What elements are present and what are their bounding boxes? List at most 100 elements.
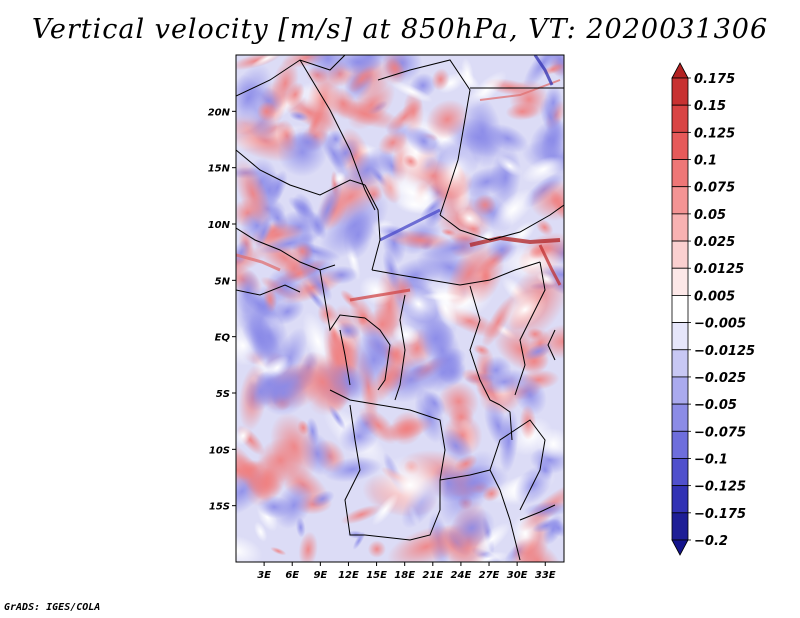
x-tick-label: 15E (366, 570, 387, 581)
colorbar-swatch (671, 430, 689, 459)
field-patch (335, 321, 361, 340)
y-tick-label: 15N (208, 164, 231, 175)
field-patch (343, 55, 395, 76)
field-patch (492, 188, 535, 231)
field-patch (258, 232, 320, 255)
grads-credit: GrADS: IGES/COLA (4, 602, 101, 613)
field-patch (519, 404, 537, 440)
colorbar-label: 0.05 (694, 208, 726, 223)
colorbar-label: −0.2 (694, 534, 728, 549)
field-patch (290, 131, 325, 153)
field-patch (420, 235, 490, 261)
colorbar: 0.175 0.15 0.125 0.1 0.075 0.05 0.025 0.0125 0.0… (671, 62, 755, 556)
colorbar-label: −0.075 (694, 425, 746, 440)
field-patch (340, 504, 382, 525)
colorbar-swatch (671, 512, 689, 541)
field-patch (236, 158, 272, 229)
colorbar-label: −0.175 (694, 507, 746, 522)
field-streak (533, 55, 554, 86)
x-tick-label: 9E (313, 570, 327, 581)
field-patch (482, 485, 501, 502)
field-patch (435, 143, 477, 198)
field-patch (251, 55, 284, 68)
country-borders (236, 55, 564, 561)
field-streak (469, 235, 561, 247)
field-patch (352, 531, 366, 550)
field-patch (536, 272, 557, 286)
field-patch (298, 531, 318, 562)
field-patch (310, 490, 335, 508)
vertical-velocity-map: 3E 6E 9E 12E 15E 18E 21E 24E 27E 30E 33E 20N 15N 10N… (208, 54, 565, 581)
field-patch (306, 269, 333, 302)
y-tick-label: EQ (215, 333, 231, 344)
field-patch (328, 87, 359, 121)
colorbar-swatch (671, 376, 689, 405)
field-streak (236, 253, 281, 272)
y-tick-label: 5N (215, 276, 231, 287)
field-patch (390, 80, 433, 103)
map-frame (235, 54, 565, 563)
field-streak (349, 288, 411, 302)
field-patch (441, 228, 457, 237)
field-patch (431, 68, 450, 91)
field-patch (456, 208, 483, 229)
field-patch (420, 196, 445, 220)
field-patch (535, 219, 554, 236)
colorbar-swatch (671, 267, 689, 296)
colorbar-label: 0.005 (694, 289, 735, 304)
field-patch (255, 215, 273, 250)
field-patch (295, 517, 306, 538)
field-patch (270, 546, 287, 556)
colorbar-label: −0.1 (694, 452, 728, 467)
field-patch (347, 80, 396, 130)
colorbar-label: −0.125 (694, 480, 746, 495)
field-patch (473, 194, 497, 216)
field-patch (369, 354, 407, 404)
field-patch (312, 179, 343, 239)
field-streak (538, 244, 562, 286)
chart-title: Vertical velocity [m/s] at 850hPa, VT: 2… (31, 14, 769, 45)
field-patch (274, 481, 314, 530)
field-patch (539, 55, 564, 85)
field-patch (236, 426, 252, 446)
field-patch (342, 209, 374, 260)
field-patch (448, 507, 495, 549)
colorbar-label: 0.15 (694, 99, 726, 114)
latitude-axis: 20N 15N 10N 5N EQ 5S 10S 15S (208, 107, 236, 513)
y-tick-label: 15S (209, 502, 230, 513)
colorbar-swatch (671, 403, 689, 432)
field-patch (329, 324, 340, 348)
field-patch (536, 427, 564, 460)
x-tick-label: 18E (394, 570, 415, 581)
x-tick-label: 30E (507, 570, 528, 581)
x-tick-label: 3E (257, 570, 271, 581)
field-patch (379, 169, 445, 216)
field-patch (266, 170, 288, 206)
longitude-axis: 3E 6E 9E 12E 15E 18E 21E 24E 27E 30E 33E (257, 562, 556, 581)
field-patch (529, 179, 564, 221)
field-patch (505, 102, 539, 121)
field-patch (542, 63, 564, 75)
colorbar-swatch (671, 131, 689, 160)
colorbar-label: 0.0125 (694, 262, 744, 277)
colorbar-swatch (671, 62, 689, 79)
field-patch (497, 155, 523, 177)
x-tick-label: 21E (422, 570, 443, 581)
y-tick-label: 10N (208, 220, 231, 231)
x-tick-label: 12E (338, 570, 359, 581)
field-patch (468, 551, 508, 562)
field-patch (473, 344, 490, 356)
colorbar-swatch (671, 213, 689, 242)
field-patch (438, 357, 467, 386)
field-patch (462, 94, 503, 169)
field-patch (522, 55, 563, 90)
field-patch (289, 110, 309, 122)
colorbar-swatch (671, 349, 689, 378)
field-patch (416, 319, 455, 358)
field-patch (372, 455, 448, 515)
field-patch (323, 456, 382, 483)
field-patch (399, 285, 438, 323)
colorbar-label: −0.005 (694, 317, 746, 332)
field-patch (295, 351, 350, 413)
field-patch (253, 521, 268, 542)
